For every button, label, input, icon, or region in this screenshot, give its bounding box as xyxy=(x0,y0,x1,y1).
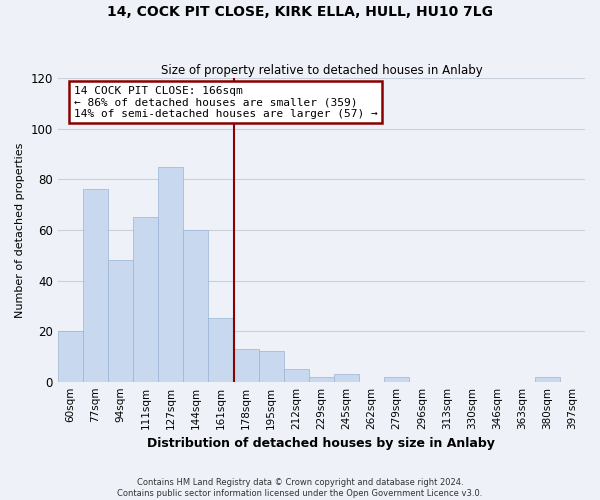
Bar xyxy=(184,230,208,382)
Bar xyxy=(309,376,334,382)
Bar xyxy=(58,331,83,382)
Bar xyxy=(259,352,284,382)
Bar xyxy=(158,166,184,382)
Bar xyxy=(108,260,133,382)
Text: Contains HM Land Registry data © Crown copyright and database right 2024.
Contai: Contains HM Land Registry data © Crown c… xyxy=(118,478,482,498)
Bar xyxy=(208,318,233,382)
Bar xyxy=(384,376,409,382)
Text: 14 COCK PIT CLOSE: 166sqm
← 86% of detached houses are smaller (359)
14% of semi: 14 COCK PIT CLOSE: 166sqm ← 86% of detac… xyxy=(74,86,377,119)
Bar xyxy=(83,190,108,382)
Bar xyxy=(233,349,259,382)
Y-axis label: Number of detached properties: Number of detached properties xyxy=(15,142,25,318)
Bar xyxy=(284,369,309,382)
Text: 14, COCK PIT CLOSE, KIRK ELLA, HULL, HU10 7LG: 14, COCK PIT CLOSE, KIRK ELLA, HULL, HU1… xyxy=(107,5,493,19)
Bar xyxy=(535,376,560,382)
Bar xyxy=(133,218,158,382)
X-axis label: Distribution of detached houses by size in Anlaby: Distribution of detached houses by size … xyxy=(148,437,496,450)
Title: Size of property relative to detached houses in Anlaby: Size of property relative to detached ho… xyxy=(161,64,482,77)
Bar xyxy=(334,374,359,382)
